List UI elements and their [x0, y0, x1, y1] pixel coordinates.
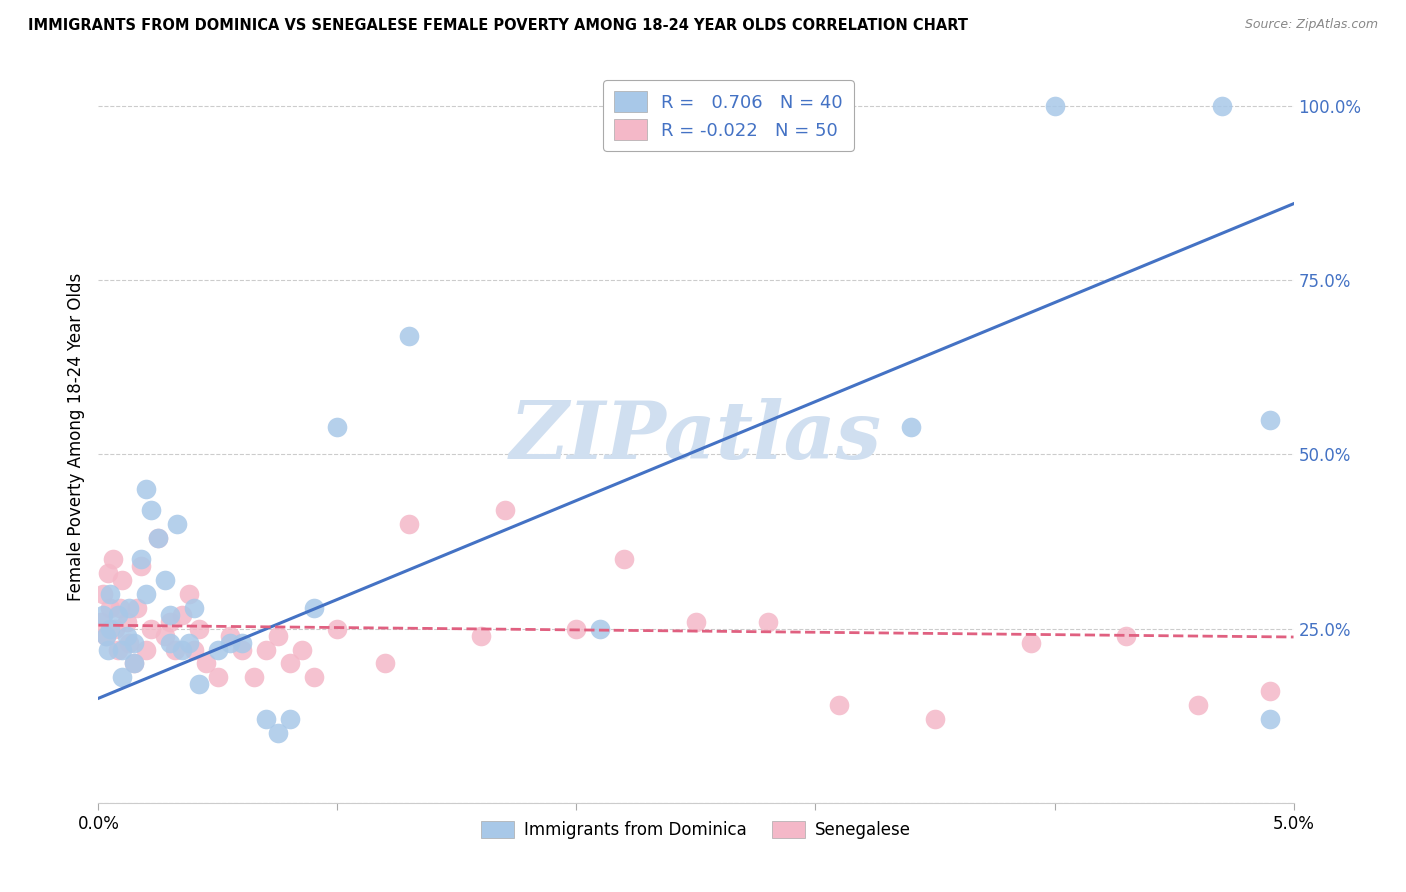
- Point: [398, 517, 420, 532]
- Point: [98, 622, 122, 636]
- Point: [166, 517, 188, 532]
- Point: [1019, 635, 1042, 649]
- Point: [172, 607, 194, 622]
- Point: [589, 622, 612, 636]
- Point: [118, 600, 141, 615]
- Point: [207, 642, 229, 657]
- Point: [291, 642, 314, 657]
- Point: [187, 677, 209, 691]
- Point: [756, 615, 779, 629]
- Point: [1258, 684, 1281, 698]
- Point: [155, 573, 177, 587]
- Point: [97, 642, 120, 657]
- Point: [254, 642, 277, 657]
- Point: [101, 552, 124, 566]
- Point: [111, 670, 134, 684]
- Point: [91, 607, 114, 622]
- Point: [118, 635, 141, 649]
- Point: [1258, 412, 1281, 426]
- Point: [124, 657, 146, 671]
- Point: [470, 629, 492, 643]
- Point: [278, 712, 301, 726]
- Point: [254, 712, 277, 726]
- Point: [98, 600, 122, 615]
- Point: [131, 552, 153, 566]
- Point: [195, 657, 218, 671]
- Point: [94, 629, 117, 643]
- Point: [135, 483, 157, 497]
- Y-axis label: Female Poverty Among 18-24 Year Olds: Female Poverty Among 18-24 Year Olds: [66, 273, 84, 601]
- Point: [139, 622, 162, 636]
- Point: [302, 600, 325, 615]
- Point: [1187, 698, 1209, 713]
- Point: [326, 622, 349, 636]
- Point: [163, 642, 186, 657]
- Point: [125, 600, 148, 615]
- Point: [183, 642, 205, 657]
- Point: [374, 657, 396, 671]
- Point: [172, 642, 194, 657]
- Point: [124, 635, 146, 649]
- Point: [107, 607, 129, 622]
- Point: [159, 635, 181, 649]
- Point: [183, 600, 205, 615]
- Point: [115, 629, 138, 643]
- Point: [159, 615, 181, 629]
- Point: [115, 615, 138, 629]
- Point: [148, 531, 170, 545]
- Point: [98, 587, 122, 601]
- Point: [124, 657, 146, 671]
- Point: [179, 587, 201, 601]
- Point: [111, 642, 134, 657]
- Point: [494, 503, 516, 517]
- Point: [326, 419, 349, 434]
- Text: IMMIGRANTS FROM DOMINICA VS SENEGALESE FEMALE POVERTY AMONG 18-24 YEAR OLDS CORR: IMMIGRANTS FROM DOMINICA VS SENEGALESE F…: [28, 18, 969, 33]
- Point: [97, 566, 120, 580]
- Point: [828, 698, 851, 713]
- Point: [565, 622, 588, 636]
- Legend: Immigrants from Dominica, Senegalese: Immigrants from Dominica, Senegalese: [474, 814, 918, 846]
- Point: [398, 329, 420, 343]
- Point: [613, 552, 636, 566]
- Point: [155, 629, 177, 643]
- Point: [219, 635, 242, 649]
- Point: [278, 657, 301, 671]
- Point: [1115, 629, 1137, 643]
- Point: [302, 670, 325, 684]
- Point: [139, 503, 162, 517]
- Point: [111, 573, 134, 587]
- Point: [91, 587, 114, 601]
- Point: [131, 558, 153, 573]
- Point: [1211, 99, 1233, 113]
- Point: [207, 670, 229, 684]
- Point: [187, 622, 209, 636]
- Point: [267, 629, 290, 643]
- Point: [231, 642, 253, 657]
- Point: [90, 615, 112, 629]
- Point: [94, 629, 117, 643]
- Point: [219, 629, 242, 643]
- Text: Source: ZipAtlas.com: Source: ZipAtlas.com: [1244, 18, 1378, 31]
- Text: ZIPatlas: ZIPatlas: [510, 399, 882, 475]
- Point: [159, 607, 181, 622]
- Point: [231, 635, 253, 649]
- Point: [685, 615, 707, 629]
- Point: [135, 642, 157, 657]
- Point: [1043, 99, 1066, 113]
- Point: [148, 531, 170, 545]
- Point: [924, 712, 946, 726]
- Point: [267, 726, 290, 740]
- Point: [243, 670, 266, 684]
- Point: [900, 419, 922, 434]
- Point: [108, 600, 131, 615]
- Point: [104, 622, 127, 636]
- Point: [135, 587, 157, 601]
- Point: [179, 635, 201, 649]
- Point: [107, 642, 129, 657]
- Point: [1258, 712, 1281, 726]
